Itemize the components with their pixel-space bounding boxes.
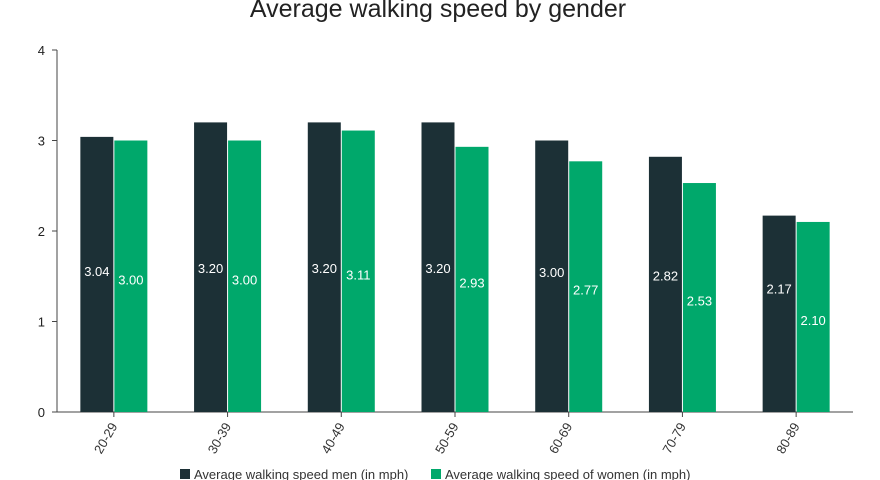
bar-men-80-89 — [762, 215, 796, 412]
x-tick-label: 40-49 — [318, 420, 348, 456]
chart-title: Average walking speed by gender — [250, 0, 626, 23]
bar-women-70-79 — [682, 183, 716, 412]
data-label: 3.00 — [539, 265, 564, 280]
bar-men-30-39 — [194, 122, 228, 413]
y-axis: 0 1 2 3 4 — [38, 43, 58, 420]
legend: Average walking speed men (in mph) Averag… — [180, 467, 690, 480]
data-label: 3.20 — [312, 261, 337, 276]
bar-men-60-69 — [535, 140, 569, 412]
data-label: 3.00 — [232, 272, 257, 287]
y-tick-label: 2 — [38, 224, 45, 239]
y-tick-label: 0 — [38, 405, 45, 420]
x-axis: 20-29 30-39 40-49 50-59 60-69 70-79 80-89 — [57, 411, 853, 456]
bar-labels: 3.04 3.00 3.20 3.00 3.20 3.11 3.20 2.93 3.00 2.77… — [84, 261, 826, 328]
bar-women-80-89 — [796, 221, 830, 412]
data-label: 2.53 — [687, 294, 712, 309]
bars — [80, 122, 830, 413]
data-label: 3.00 — [118, 272, 143, 287]
bar-men-50-59 — [421, 122, 455, 413]
bar-women-40-49 — [341, 130, 375, 413]
legend-label-men: Average walking speed men (in mph) — [194, 467, 408, 480]
legend-swatch-men — [180, 469, 190, 479]
legend-label-women: Average walking speed of women (in mph) — [445, 467, 690, 480]
legend-swatch-women — [431, 469, 441, 479]
data-label: 3.04 — [84, 264, 109, 279]
data-label: 2.10 — [800, 313, 825, 328]
data-label: 2.17 — [766, 282, 791, 297]
data-label: 2.77 — [573, 283, 598, 298]
bar-men-20-29 — [80, 136, 114, 412]
x-tick-label: 80-89 — [773, 420, 803, 456]
x-tick-label: 50-59 — [432, 420, 462, 456]
y-tick-label: 1 — [38, 315, 45, 330]
bar-women-20-29 — [114, 140, 148, 412]
x-tick-label: 70-79 — [659, 420, 689, 456]
bar-men-70-79 — [648, 156, 682, 412]
data-label: 3.20 — [198, 261, 223, 276]
bar-women-60-69 — [569, 161, 603, 412]
bar-men-40-49 — [307, 122, 341, 413]
x-tick-label: 20-29 — [91, 420, 121, 456]
data-label: 2.93 — [459, 275, 484, 290]
data-label: 3.11 — [346, 267, 370, 282]
y-tick-label: 4 — [38, 43, 45, 58]
x-tick-label: 30-39 — [205, 420, 235, 456]
bar-women-50-59 — [455, 146, 489, 412]
y-tick-label: 3 — [38, 134, 45, 149]
data-label: 3.20 — [425, 261, 450, 276]
x-tick-label: 60-69 — [546, 420, 576, 456]
bar-women-30-39 — [228, 140, 262, 412]
data-label: 2.82 — [653, 269, 678, 284]
